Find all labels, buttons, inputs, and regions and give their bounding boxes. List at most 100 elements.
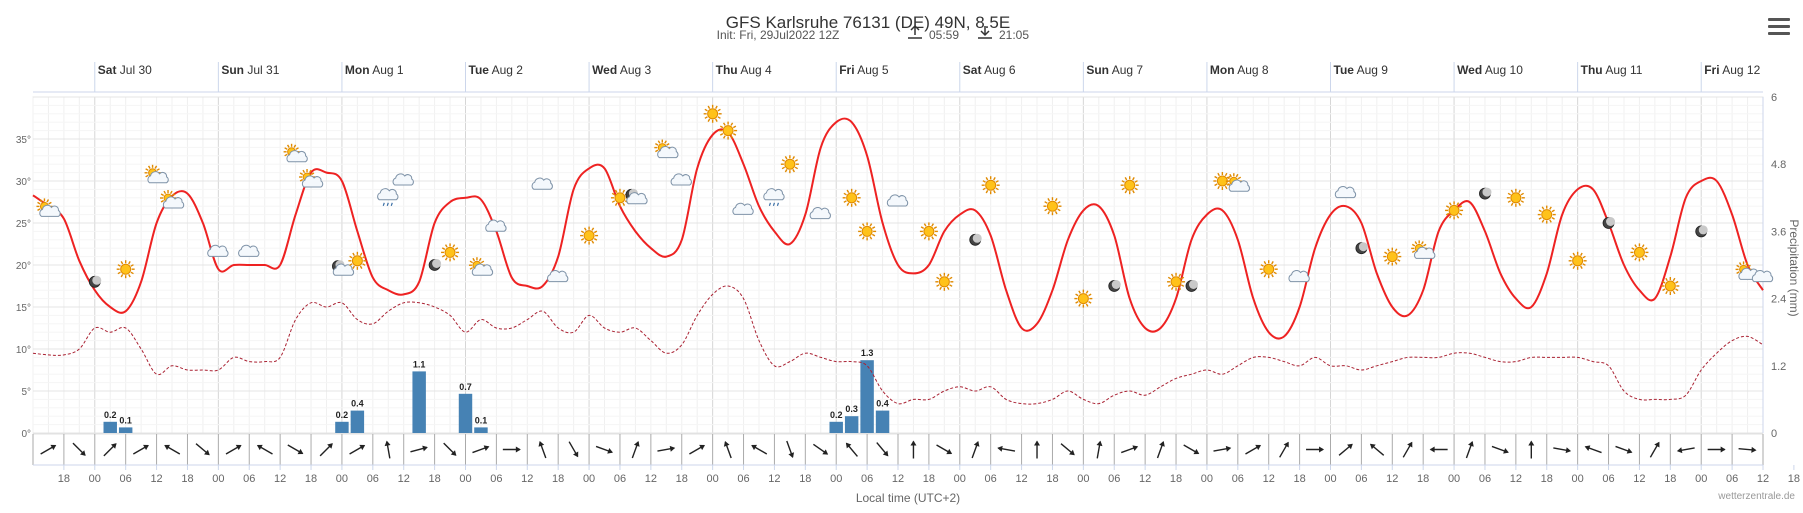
wind-arrow bbox=[1306, 446, 1325, 453]
moon-icon bbox=[969, 233, 982, 246]
sunrise-time: 05:59 bbox=[929, 28, 959, 42]
sun-ray bbox=[1572, 265, 1576, 269]
sun-ray bbox=[1510, 202, 1514, 206]
hour-tick-label: 18 bbox=[799, 473, 811, 485]
sun-icon bbox=[1661, 277, 1680, 295]
cloud-shape bbox=[162, 196, 185, 209]
hour-tick-label: 00 bbox=[459, 473, 471, 485]
sun-ray bbox=[843, 192, 847, 196]
moon-icon bbox=[1602, 217, 1616, 229]
wind-head bbox=[723, 441, 730, 447]
sun-ray bbox=[145, 168, 149, 171]
sun-ray bbox=[1263, 261, 1267, 265]
hour-tick-label: 06 bbox=[1108, 473, 1120, 485]
sun-ray bbox=[1075, 300, 1079, 304]
hour-tick-label: 00 bbox=[707, 473, 719, 485]
hour-tick-label: 06 bbox=[243, 473, 255, 485]
wind-arrow bbox=[1096, 440, 1103, 459]
sun-ray bbox=[478, 257, 482, 262]
sun-icon bbox=[780, 155, 799, 174]
wind-arrow bbox=[1553, 447, 1572, 454]
cloud-shape bbox=[301, 175, 324, 188]
sun-ray bbox=[730, 135, 734, 139]
day-label-7: Sat Aug 6 bbox=[963, 63, 1016, 77]
sun-ray bbox=[854, 202, 857, 206]
wind-arrow bbox=[631, 441, 640, 459]
sun-icon bbox=[1383, 247, 1402, 266]
sun-ray bbox=[858, 233, 863, 237]
sun-ray bbox=[1507, 192, 1512, 196]
hour-tick-label: 18 bbox=[58, 473, 70, 485]
menu-line bbox=[1768, 18, 1790, 21]
wind-head bbox=[751, 444, 758, 451]
day-date: Aug 6 bbox=[981, 63, 1015, 77]
wind-head bbox=[359, 444, 366, 451]
sun-ray bbox=[120, 274, 124, 278]
sun-disc bbox=[444, 246, 456, 258]
sun-ray bbox=[933, 226, 938, 230]
sun-ray bbox=[1075, 293, 1079, 297]
sun-ray bbox=[614, 189, 618, 193]
sun-ray bbox=[128, 274, 131, 278]
sun-ray bbox=[37, 201, 41, 205]
hour-tick-label: 00 bbox=[1324, 473, 1336, 485]
sun-ray bbox=[1456, 202, 1460, 206]
sun-ray bbox=[936, 284, 940, 287]
rain-drop bbox=[390, 202, 393, 206]
sun-disc bbox=[351, 255, 363, 267]
wind-arrow bbox=[1034, 440, 1041, 459]
sun-ray bbox=[362, 255, 366, 259]
sun-ray bbox=[1421, 241, 1424, 245]
chart-menu-button[interactable] bbox=[1768, 18, 1790, 36]
sun-ray bbox=[1634, 244, 1638, 248]
cloud-shape bbox=[332, 263, 355, 276]
wind-head bbox=[845, 442, 852, 449]
sun-ray bbox=[781, 166, 786, 170]
hour-tick-label: 06 bbox=[1355, 473, 1367, 485]
sun-ray bbox=[1551, 209, 1555, 213]
sun-ray bbox=[311, 172, 315, 176]
sun-ray bbox=[1085, 290, 1089, 294]
sun-ray bbox=[722, 122, 726, 126]
wind-head bbox=[50, 444, 57, 451]
hour-tick-label: 18 bbox=[1046, 473, 1058, 485]
wind-arrow bbox=[1676, 447, 1695, 454]
wind-arrow bbox=[225, 444, 242, 455]
sun-icon bbox=[1506, 188, 1525, 207]
sun-ray bbox=[1675, 280, 1679, 284]
sun-ray bbox=[1518, 202, 1521, 206]
sun-ray bbox=[352, 265, 355, 269]
sun-ray bbox=[622, 202, 626, 206]
wind-arrows bbox=[32, 433, 1764, 465]
day-name: Thu bbox=[716, 63, 738, 77]
sun-icon bbox=[348, 251, 367, 270]
sun-ray bbox=[1541, 219, 1545, 223]
day-label-6: Fri Aug 5 bbox=[839, 63, 889, 77]
precip-bar-label: 0.3 bbox=[845, 404, 858, 414]
sun-ray bbox=[1662, 280, 1666, 284]
cloud-shape bbox=[485, 219, 507, 232]
hour-tick-label: 00 bbox=[583, 473, 595, 485]
wind-arrow bbox=[876, 442, 889, 457]
sun-ray bbox=[707, 105, 711, 109]
day-name: Sun bbox=[1086, 63, 1109, 77]
sun-ray bbox=[854, 189, 857, 193]
sun-ray bbox=[666, 142, 670, 146]
sun-ray bbox=[732, 132, 737, 136]
sun-disc bbox=[1046, 200, 1058, 212]
precip-bar bbox=[458, 393, 473, 433]
sun-ray bbox=[1124, 190, 1128, 194]
sun-ray bbox=[583, 240, 587, 244]
sun-ray bbox=[993, 190, 996, 194]
sun-disc bbox=[938, 276, 950, 288]
hour-tick-label: 00 bbox=[1077, 473, 1089, 485]
partly-sunny-icon bbox=[1411, 240, 1436, 259]
wind-head bbox=[1654, 441, 1660, 448]
menu-line bbox=[1768, 32, 1790, 35]
sun-ray bbox=[869, 236, 873, 240]
wind-arrow bbox=[1279, 441, 1289, 458]
temperature-lines bbox=[32, 117, 1764, 405]
sun-ray bbox=[856, 192, 860, 196]
precip-tick-label: 1.2 bbox=[1771, 361, 1786, 373]
wind-head bbox=[1193, 448, 1200, 455]
